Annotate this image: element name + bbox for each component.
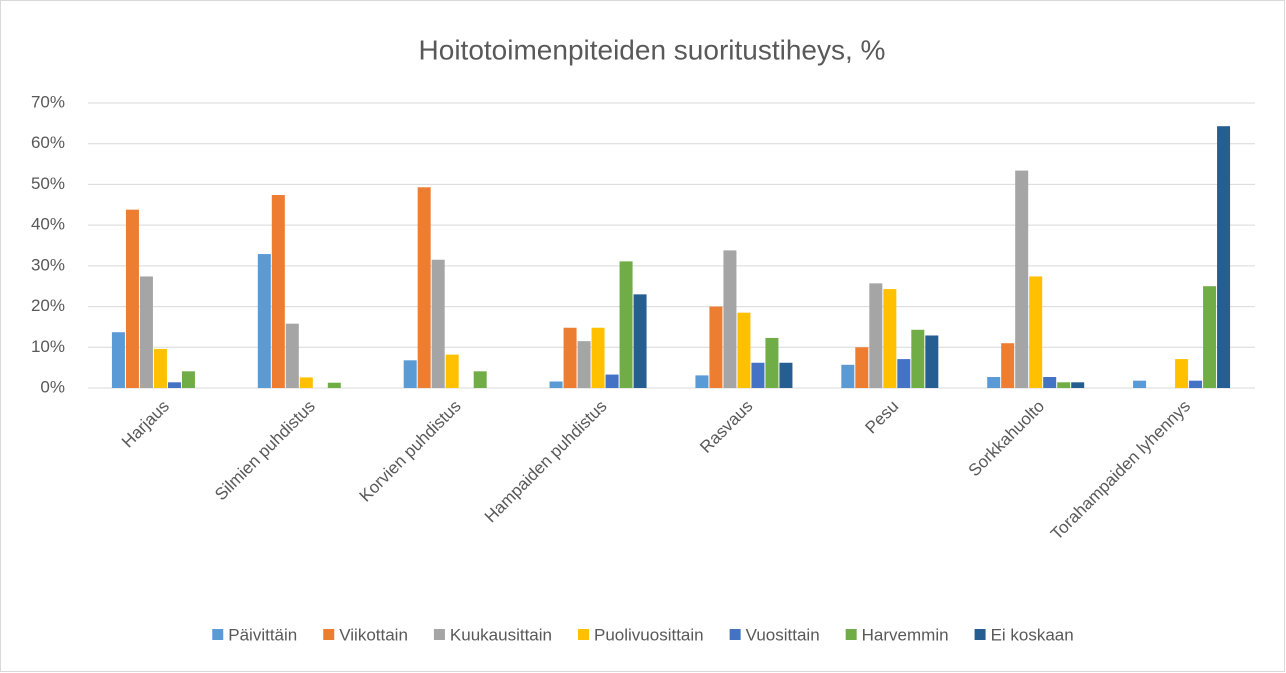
- legend-label: Päivittäin: [228, 625, 297, 644]
- bar: [167, 382, 181, 388]
- legend-label: Puolivuosittain: [594, 625, 704, 644]
- bar: [1203, 286, 1217, 388]
- bar: [855, 347, 869, 388]
- bar: [431, 259, 445, 388]
- y-tick-label: 0%: [40, 377, 65, 396]
- bar: [285, 323, 299, 388]
- y-tick-label: 50%: [31, 174, 65, 193]
- bar: [751, 362, 765, 388]
- bar: [883, 289, 897, 388]
- bar: [633, 294, 647, 388]
- bar: [605, 374, 619, 388]
- bar: [1015, 170, 1029, 388]
- bar: [619, 261, 633, 388]
- legend-swatch: [212, 629, 224, 640]
- y-tick-label: 20%: [31, 296, 65, 315]
- legend-swatch: [578, 629, 590, 640]
- bar: [1029, 276, 1043, 388]
- bar: [417, 187, 431, 388]
- bar: [257, 254, 271, 388]
- bar: [1217, 126, 1231, 388]
- legend-swatch: [433, 629, 445, 640]
- bar: [591, 327, 605, 388]
- bar: [1057, 382, 1071, 388]
- bar: [1043, 377, 1057, 388]
- bar: [695, 375, 709, 388]
- chart-title: Hoitotoimenpiteiden suoritustiheys, %: [419, 34, 886, 65]
- bar: [1189, 380, 1203, 388]
- y-tick-label: 70%: [31, 92, 65, 111]
- bar: [737, 312, 751, 388]
- y-tick-label: 30%: [31, 255, 65, 274]
- bar: [563, 327, 577, 388]
- bar: [1133, 380, 1147, 388]
- legend-swatch: [845, 629, 857, 640]
- bar: [577, 341, 591, 388]
- bar: [925, 335, 939, 388]
- bar: [1071, 382, 1085, 388]
- bar: [153, 348, 167, 388]
- legend-swatch: [729, 629, 741, 640]
- legend-label: Harvemmin: [862, 625, 949, 644]
- y-tick-label: 40%: [31, 215, 65, 234]
- bar: [125, 209, 139, 388]
- bar: [987, 377, 1001, 388]
- bar: [841, 364, 855, 388]
- legend-label: Vuosittain: [746, 625, 820, 644]
- legend-swatch: [974, 629, 986, 640]
- bar: [911, 329, 925, 388]
- bar: [1001, 343, 1015, 388]
- bar: [445, 354, 459, 388]
- bar: [271, 195, 285, 388]
- y-tick-label: 10%: [31, 337, 65, 356]
- y-tick-label: 60%: [31, 133, 65, 152]
- bar: [897, 359, 911, 388]
- bar: [709, 306, 723, 388]
- bar: [549, 381, 563, 388]
- bar: [299, 377, 313, 388]
- legend-label: Viikottain: [339, 625, 408, 644]
- bar: [869, 283, 883, 388]
- bar: [779, 362, 793, 388]
- bar: [765, 337, 779, 388]
- bar: [403, 360, 417, 388]
- legend-swatch: [323, 629, 335, 640]
- bar: [139, 276, 153, 388]
- legend-label: Ei koskaan: [991, 625, 1074, 644]
- bar: [473, 371, 487, 388]
- bar: [723, 250, 737, 388]
- bar: [181, 371, 195, 388]
- legend-label: Kuukausittain: [450, 625, 552, 644]
- bar: [1175, 359, 1189, 388]
- bar: [111, 332, 125, 388]
- bar: [327, 382, 341, 388]
